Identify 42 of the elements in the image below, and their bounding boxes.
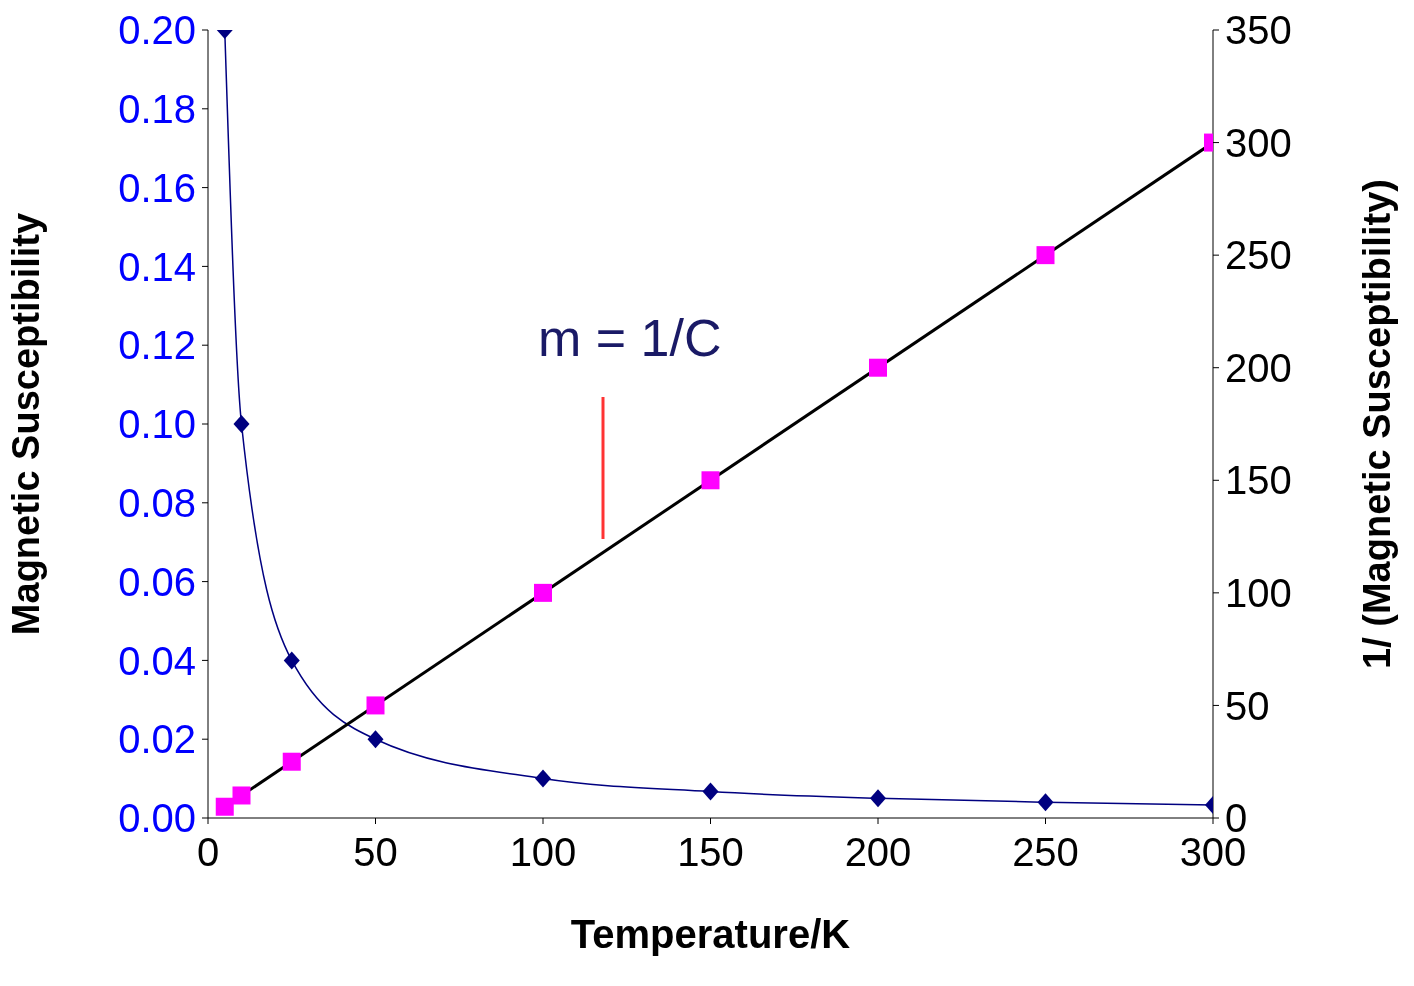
y2-tick-label: 250 [1225,233,1292,278]
annotation: m = 1/C [538,308,722,368]
point [870,789,886,808]
x-tick-label: 150 [677,830,744,875]
point [367,730,384,749]
x-tick-label: 100 [509,830,577,875]
y-tick-label: 0.00 [118,796,196,841]
y2-axis-title: 1/ (Magnetic Susceptibility) [1356,179,1399,669]
y2-tick-label: 150 [1225,458,1292,503]
y2-tick-label: 200 [1225,345,1292,390]
x-tick-label: 0 [196,830,220,875]
y2-tick-label: 300 [1225,120,1292,165]
y2-tick-label: 50 [1225,683,1270,728]
x-tick-label: 200 [844,830,912,875]
y-tick-label: 0.20 [118,8,196,53]
point [702,782,719,801]
y-tick-label: 0.12 [118,323,196,368]
point [869,358,887,377]
point [282,752,301,771]
y-tick-label: 0.08 [118,481,196,525]
y-tick-label: 0.04 [118,638,196,683]
x-tick-label: 250 [1012,830,1079,875]
point [1037,793,1054,812]
y-tick-label: 0.06 [118,559,196,604]
y-tick-label: 0.16 [118,165,196,210]
y-tick-label: 0.10 [118,402,196,447]
y-tick-label: 0.18 [118,87,196,131]
y2-tick-label: 350 [1225,8,1292,53]
point [534,583,552,602]
point [1036,246,1055,265]
x-axis-title: Temperature/K [570,912,851,956]
y2-tick-label: 100 [1225,571,1292,616]
point [283,651,300,670]
point [215,797,234,816]
point [701,471,720,490]
point [366,696,385,715]
x-tick-label: 50 [353,830,398,875]
y-tick-label: 0.02 [118,717,196,762]
y-tick-label: 0.14 [118,244,196,289]
point [535,769,551,788]
point [232,786,251,805]
y-axis-title: Magnetic Susceptibility [5,212,48,636]
